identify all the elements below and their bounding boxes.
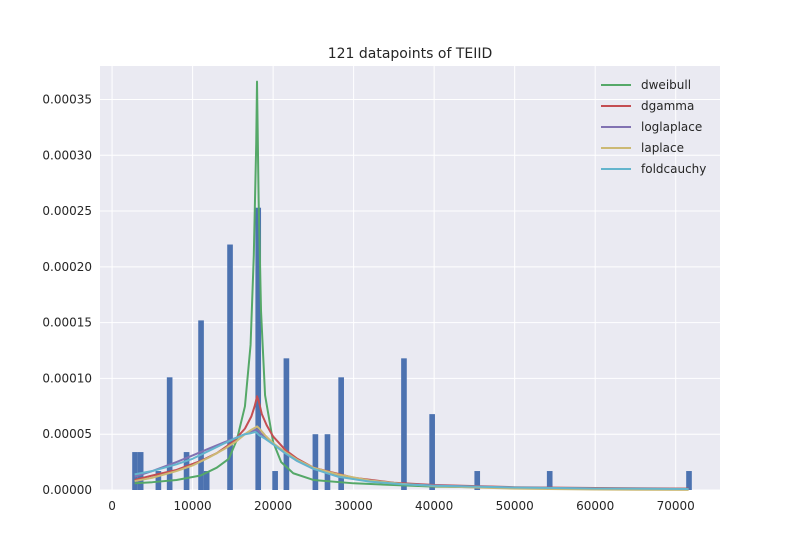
chart-title: 121 datapoints of TEIID	[328, 46, 493, 62]
x-tick-label: 10000	[174, 499, 212, 513]
x-tick-label: 60000	[576, 499, 614, 513]
legend-label: dgamma	[641, 99, 694, 113]
histogram-bar	[338, 377, 344, 490]
legend-label: laplace	[641, 141, 684, 155]
histogram-bar	[198, 320, 204, 490]
x-tick-label: 40000	[415, 499, 453, 513]
histogram-bar	[155, 471, 162, 490]
fit-lines	[134, 80, 689, 491]
histogram-bar	[183, 452, 190, 490]
legend-label: dweibull	[641, 78, 691, 92]
x-tick-label: 0	[108, 499, 116, 513]
y-tick-label: 0.00005	[42, 427, 92, 441]
foldcauchy-line	[134, 430, 689, 490]
histogram-bar	[429, 414, 435, 490]
histogram-bar	[132, 452, 138, 490]
histogram-bar	[255, 207, 262, 490]
x-tick-label: 20000	[254, 499, 292, 513]
x-tick-label: 70000	[657, 499, 695, 513]
histogram-bar	[203, 471, 210, 490]
histogram-bars	[132, 207, 692, 490]
histogram-bar	[401, 358, 407, 490]
histogram-bar	[227, 244, 233, 490]
x-tick-label: 50000	[496, 499, 534, 513]
y-axis-ticks: 0.00000 0.00005 0.00010 0.00015 0.00020 0.000…	[42, 92, 92, 497]
histogram-bar	[283, 358, 290, 490]
histogram-bar	[686, 471, 692, 490]
y-tick-label: 0.00025	[42, 204, 92, 218]
histogram-bar	[166, 377, 173, 490]
legend: dweibull dgamma loglaplace laplace foldcauch…	[601, 78, 706, 176]
dweibull-line	[134, 80, 689, 490]
y-tick-label: 0.00035	[42, 92, 92, 106]
y-tick-label: 0.00010	[42, 371, 92, 385]
histogram-bar	[324, 434, 331, 490]
x-axis-ticks: 0 10000 20000 30000 40000 50000 60000 70000	[108, 499, 695, 513]
x-tick-label: 30000	[335, 499, 373, 513]
legend-label: foldcauchy	[641, 162, 706, 176]
y-tick-label: 0.00030	[42, 148, 92, 162]
y-tick-label: 0.00020	[42, 260, 92, 274]
grid	[100, 66, 720, 491]
histogram-bar	[137, 452, 144, 490]
histogram-bar	[474, 471, 481, 490]
histogram-bar	[546, 471, 553, 490]
histogram-bar	[272, 471, 278, 490]
legend-label: loglaplace	[641, 120, 702, 134]
y-tick-label: 0.00015	[42, 316, 92, 330]
y-tick-label: 0.00000	[42, 483, 92, 497]
histogram-bar	[312, 434, 319, 490]
